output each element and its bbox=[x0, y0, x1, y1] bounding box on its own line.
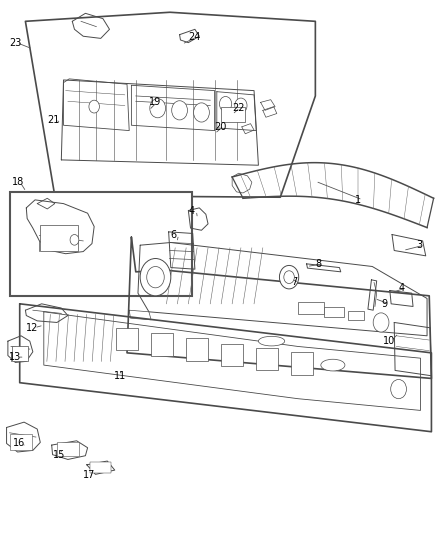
Bar bbox=[90, 462, 111, 473]
Text: 10: 10 bbox=[383, 336, 396, 346]
Text: 6: 6 bbox=[171, 230, 177, 239]
Bar bbox=[298, 302, 324, 314]
Text: 8: 8 bbox=[315, 259, 321, 269]
Text: 17: 17 bbox=[83, 471, 95, 480]
Text: 22: 22 bbox=[232, 103, 245, 112]
Text: 19: 19 bbox=[149, 98, 161, 107]
Text: 23: 23 bbox=[9, 38, 21, 47]
Ellipse shape bbox=[258, 336, 285, 346]
Circle shape bbox=[150, 99, 166, 118]
Text: 4: 4 bbox=[399, 283, 405, 293]
Bar bbox=[186, 338, 208, 361]
Circle shape bbox=[284, 271, 294, 284]
Text: 16: 16 bbox=[13, 439, 25, 448]
Text: 1: 1 bbox=[355, 195, 361, 205]
Circle shape bbox=[219, 96, 232, 111]
Bar bbox=[116, 328, 138, 350]
Text: 13: 13 bbox=[9, 352, 21, 362]
Circle shape bbox=[279, 265, 299, 289]
Text: 21: 21 bbox=[47, 115, 60, 125]
Circle shape bbox=[172, 101, 187, 120]
Bar bbox=[256, 348, 278, 370]
Circle shape bbox=[194, 103, 209, 122]
Circle shape bbox=[235, 98, 247, 113]
Circle shape bbox=[147, 266, 164, 288]
Text: 11: 11 bbox=[114, 371, 126, 381]
Text: 3: 3 bbox=[416, 240, 422, 250]
Text: 18: 18 bbox=[12, 177, 25, 187]
Bar bbox=[57, 442, 79, 456]
Circle shape bbox=[391, 379, 406, 399]
Bar bbox=[348, 311, 364, 320]
Bar bbox=[151, 333, 173, 356]
Text: 12: 12 bbox=[26, 323, 39, 333]
Text: 15: 15 bbox=[53, 450, 65, 459]
Circle shape bbox=[140, 259, 171, 296]
Text: 24: 24 bbox=[188, 33, 201, 42]
Ellipse shape bbox=[321, 359, 345, 371]
Bar bbox=[324, 307, 344, 317]
Bar bbox=[221, 107, 245, 122]
Text: 9: 9 bbox=[381, 299, 387, 309]
Circle shape bbox=[373, 313, 389, 332]
Bar bbox=[10, 434, 32, 450]
Bar bbox=[291, 352, 313, 375]
Bar bbox=[10, 192, 192, 296]
Bar bbox=[12, 346, 28, 361]
Circle shape bbox=[70, 235, 79, 245]
Text: 20: 20 bbox=[215, 122, 227, 132]
Circle shape bbox=[89, 100, 99, 113]
Text: 7: 7 bbox=[291, 278, 297, 287]
Text: 4: 4 bbox=[188, 206, 194, 215]
Bar bbox=[221, 344, 243, 366]
Bar bbox=[40, 225, 78, 251]
